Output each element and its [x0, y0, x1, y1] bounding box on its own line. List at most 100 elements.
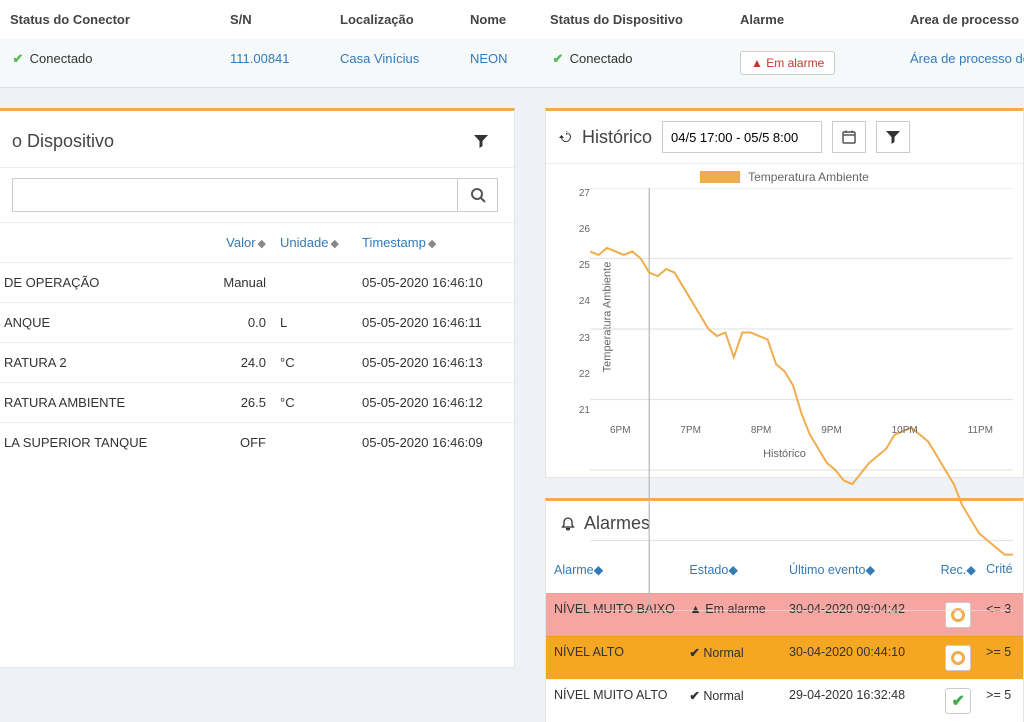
- search-icon: [470, 187, 486, 203]
- alarm-rec: ✔: [934, 680, 982, 722]
- variable-unidade: [272, 263, 354, 302]
- date-range-input[interactable]: [662, 121, 822, 153]
- variable-valor: 26.5: [214, 383, 272, 422]
- y-tick: 22: [570, 369, 590, 380]
- col-alarme: Alarme: [730, 0, 900, 39]
- cell-sn-link[interactable]: 111.00841: [220, 39, 330, 87]
- variable-valor: OFF: [214, 423, 272, 462]
- y-tick: 23: [570, 333, 590, 344]
- device-search-button[interactable]: [458, 178, 498, 212]
- variable-unidade: °C: [272, 343, 354, 382]
- calendar-button[interactable]: [832, 121, 866, 153]
- variable-valor: 0.0: [214, 303, 272, 342]
- device-panel: o Dispositivo Valor◆ Unidade◆ Timestamp◆…: [0, 108, 515, 668]
- variable-name: ANQUE: [0, 303, 214, 342]
- check-icon: ✔: [689, 689, 699, 703]
- historico-title: Histórico: [582, 127, 652, 148]
- sort-icon: ◆: [330, 238, 338, 250]
- variable-unidade: [272, 423, 354, 462]
- cell-area-link[interactable]: Área de processo de: [900, 39, 1024, 87]
- x-tick: 11PM: [968, 425, 993, 436]
- device-search-input[interactable]: [12, 178, 458, 212]
- device-summary-row: ✔ Conectado 111.00841 Casa Vinícius NEON…: [0, 39, 1024, 87]
- history-icon: [558, 129, 574, 145]
- device-summary-header: Status do Conector S/N Localização Nome …: [0, 0, 1024, 39]
- table-row[interactable]: LA SUPERIOR TANQUEOFF05-05-2020 16:46:09: [0, 422, 514, 462]
- historico-filter-button[interactable]: [876, 121, 910, 153]
- device-variables-table: Valor◆ Unidade◆ Timestamp◆ DE OPERAÇÃOMa…: [0, 222, 514, 462]
- variable-name: RATURA 2: [0, 343, 214, 382]
- cell-localizacao-link[interactable]: Casa Vinícius: [330, 39, 460, 87]
- ack-pending-button[interactable]: [945, 645, 971, 671]
- cell-status-conector: ✔ Conectado: [0, 39, 220, 87]
- cell-nome-link[interactable]: NEON: [460, 39, 540, 87]
- variable-timestamp: 05-05-2020 16:46:13: [354, 343, 514, 382]
- alarm-name: NÍVEL ALTO: [546, 637, 685, 679]
- historico-panel: Histórico Temperatura Ambiente Temperatu…: [545, 108, 1024, 478]
- col-area-processo: Area de processo: [900, 0, 1024, 39]
- status-dispositivo-text: Conectado: [570, 51, 633, 66]
- alarm-rec: [934, 637, 982, 679]
- y-tick: 27: [570, 188, 590, 199]
- variable-unidade: °C: [272, 383, 354, 422]
- cell-status-dispositivo: ✔ Conectado: [540, 39, 730, 87]
- check-icon: ✔: [10, 51, 26, 67]
- table-row[interactable]: ANQUE0.0L05-05-2020 16:46:11: [0, 302, 514, 342]
- col-valor[interactable]: Valor◆: [214, 223, 272, 262]
- device-summary-table: Status do Conector S/N Localização Nome …: [0, 0, 1024, 88]
- x-tick: 6PM: [610, 425, 631, 436]
- check-icon: ✔: [550, 51, 566, 67]
- variable-timestamp: 05-05-2020 16:46:12: [354, 383, 514, 422]
- legend-label: Temperatura Ambiente: [748, 170, 869, 184]
- ack-ok-button[interactable]: ✔: [945, 688, 971, 714]
- y-tick: 21: [570, 405, 590, 416]
- col-status-conector: Status do Conector: [0, 0, 220, 39]
- col-localizacao: Localização: [330, 0, 460, 39]
- chart-canvas: [590, 188, 1013, 611]
- variable-timestamp: 05-05-2020 16:46:11: [354, 303, 514, 342]
- chart-x-ticks: 6PM7PM8PM9PM10PM11PM: [590, 425, 1013, 436]
- alarm-ultimo: 30-04-2020 00:44:10: [785, 637, 934, 679]
- table-row[interactable]: RATURA AMBIENTE26.5°C05-05-2020 16:46:12: [0, 382, 514, 422]
- warning-icon: ▲: [751, 56, 763, 70]
- col-unidade[interactable]: Unidade◆: [272, 223, 354, 262]
- variable-timestamp: 05-05-2020 16:46:10: [354, 263, 514, 302]
- y-tick: 26: [570, 224, 590, 235]
- filter-icon: [885, 129, 901, 145]
- sort-icon: ◆: [428, 238, 436, 250]
- cell-alarme: ▲ Em alarme: [730, 39, 900, 87]
- legend-swatch: [700, 171, 740, 183]
- filter-icon[interactable]: [464, 125, 498, 157]
- alarm-name: NÍVEL MUITO ALTO: [546, 680, 685, 722]
- check-circle-icon: ✔: [952, 691, 965, 711]
- variable-unidade: L: [272, 303, 354, 342]
- device-panel-title: o Dispositivo: [12, 131, 114, 152]
- y-tick: 25: [570, 260, 590, 271]
- alarm-ultimo: 29-04-2020 16:32:48: [785, 680, 934, 722]
- x-tick: 8PM: [751, 425, 772, 436]
- x-tick: 7PM: [680, 425, 701, 436]
- alarm-estado: ✔ Normal: [685, 637, 785, 679]
- calendar-icon: [841, 129, 857, 145]
- variable-valor: 24.0: [214, 343, 272, 382]
- alarm-estado: ✔ Normal: [685, 680, 785, 722]
- variable-timestamp: 05-05-2020 16:46:09: [354, 423, 514, 462]
- table-row[interactable]: DE OPERAÇÃOManual 05-05-2020 16:46:10: [0, 262, 514, 302]
- bell-icon: [560, 516, 576, 532]
- variable-valor: Manual: [214, 263, 272, 302]
- col-variable-name: [0, 223, 214, 262]
- col-timestamp[interactable]: Timestamp◆: [354, 223, 514, 262]
- alarm-row[interactable]: NÍVEL MUITO ALTO✔ Normal29-04-2020 16:32…: [546, 679, 1023, 722]
- chart-legend: Temperatura Ambiente: [546, 164, 1023, 184]
- y-tick: 24: [570, 296, 590, 307]
- variable-name: DE OPERAÇÃO: [0, 263, 214, 302]
- variable-name: RATURA AMBIENTE: [0, 383, 214, 422]
- x-tick: 10PM: [892, 425, 918, 436]
- alarm-badge[interactable]: ▲ Em alarme: [740, 51, 835, 75]
- table-row[interactable]: RATURA 224.0°C05-05-2020 16:46:13: [0, 342, 514, 382]
- status-conector-text: Conectado: [30, 51, 93, 66]
- alarm-criterio: >= 5: [982, 680, 1023, 722]
- historico-chart[interactable]: Temperatura Ambiente 27262524232221 6PM7…: [556, 188, 1013, 446]
- alarm-criterio: >= 5: [982, 637, 1023, 679]
- col-nome: Nome: [460, 0, 540, 39]
